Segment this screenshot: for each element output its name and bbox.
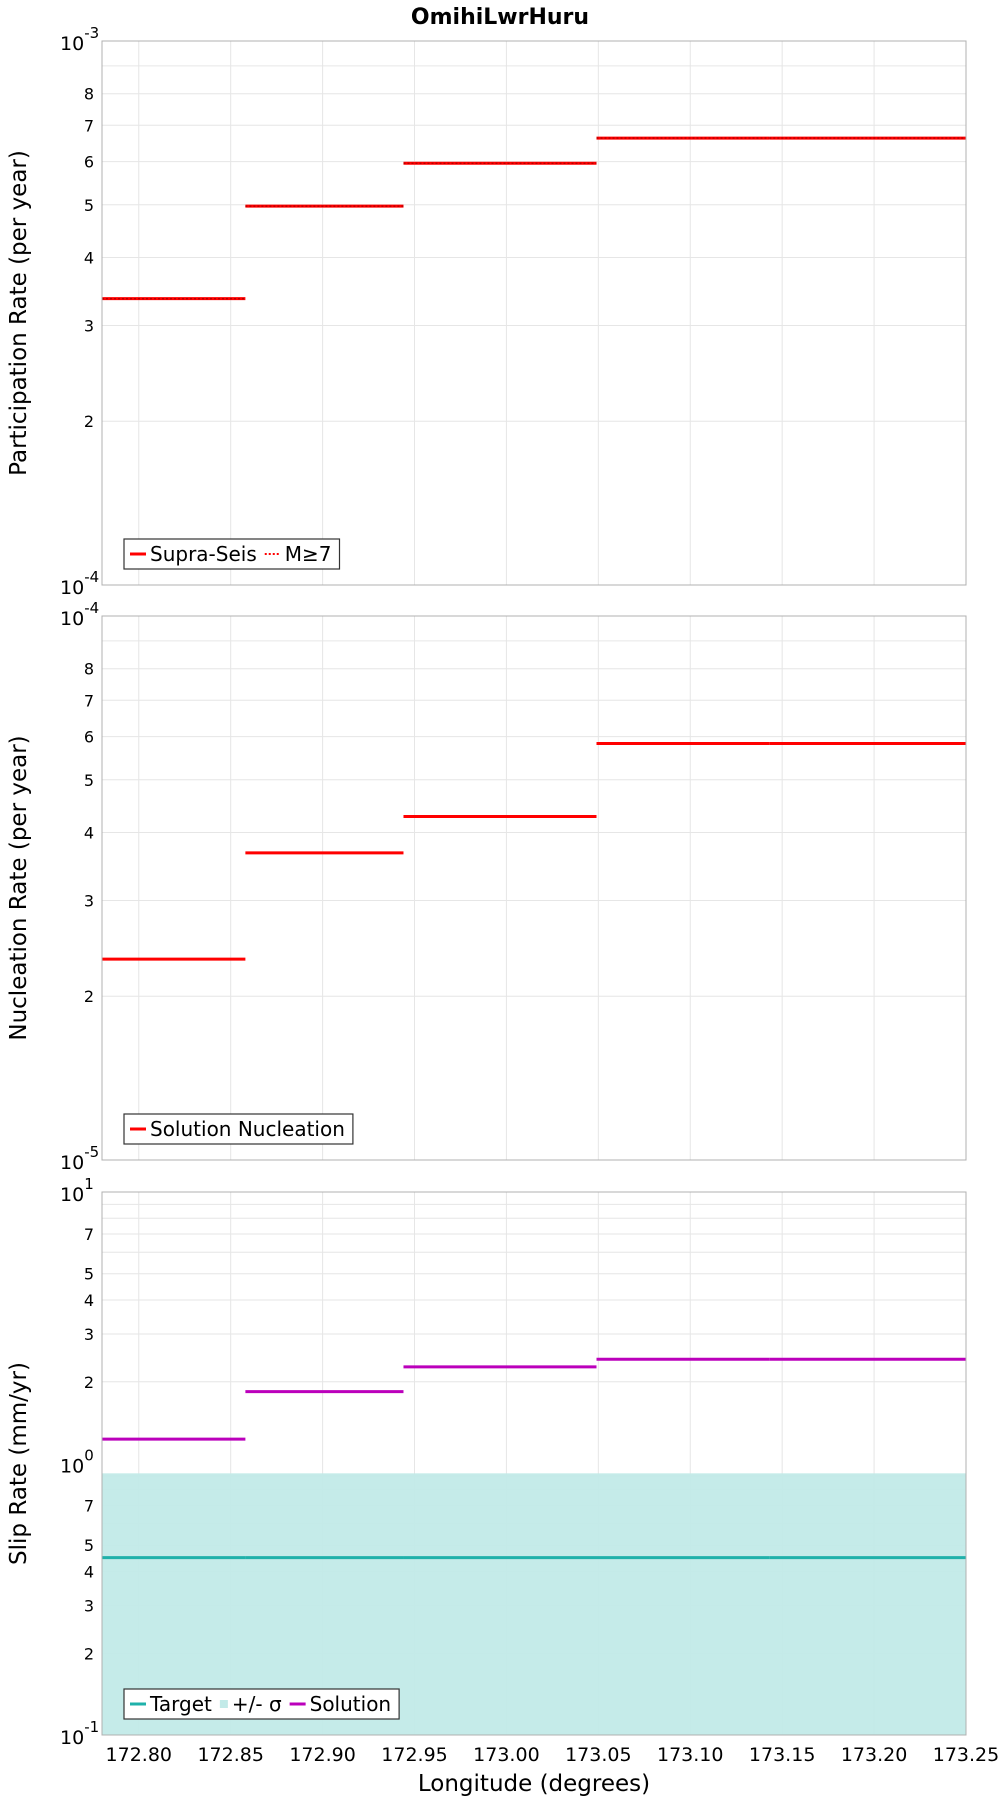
x-tick-label: 173.10 xyxy=(657,1744,723,1766)
legend-box xyxy=(123,1688,400,1720)
legend: Supra-Seis M≥7 xyxy=(123,538,341,570)
chart-panels: 2 3 4 5 6 7 8 10-4 10-3 Participation Rate (per y… xyxy=(6,24,999,1797)
y-tick-label: 4 xyxy=(84,248,94,267)
y-tick-label: 5 xyxy=(84,196,94,215)
legend: Solution Nucleation xyxy=(123,1113,354,1145)
plot-frame xyxy=(101,1191,967,1736)
y-tick-label: 5 xyxy=(84,771,94,790)
y-tick-label: 8 xyxy=(84,85,94,104)
y-tick-label: 7 xyxy=(84,116,94,135)
plot-frame xyxy=(101,615,967,1161)
y-major-tick-label: 10-3 xyxy=(60,24,99,55)
y-tick-label: 6 xyxy=(84,728,94,747)
x-tick-label: 173.25 xyxy=(933,1744,999,1766)
x-tick-label: 173.00 xyxy=(473,1744,539,1766)
y-tick-label: 3 xyxy=(84,891,94,910)
plot-frame xyxy=(101,40,967,586)
y-tick-label: 3 xyxy=(84,1325,94,1344)
y-tick-label: 5 xyxy=(84,1265,94,1284)
y-tick-label: 4 xyxy=(84,1291,94,1310)
y-major-tick-label: 10-1 xyxy=(60,1718,99,1749)
panel-2: 2 3 4 5 6 7 8 10-5 10-4 Nucleation Rate (per year… xyxy=(6,599,967,1174)
legend-swatch xyxy=(219,1700,228,1708)
legend-box xyxy=(123,538,341,570)
legend-label: +/- σ xyxy=(232,1692,282,1716)
y-tick-label: 7 xyxy=(84,1225,94,1244)
y-major-tick-label: 10-4 xyxy=(60,599,99,630)
y-tick-label: 5 xyxy=(84,1536,94,1555)
y-tick-label: 2 xyxy=(84,987,94,1006)
y-tick-label: 6 xyxy=(84,153,94,172)
y-tick-label: 2 xyxy=(84,1373,94,1392)
chart-title: OmihiLwrHuru xyxy=(411,5,589,30)
y-axis-title: Nucleation Rate (per year) xyxy=(6,735,32,1040)
x-tick-label: 172.80 xyxy=(106,1744,172,1766)
plot-area xyxy=(101,615,967,1161)
y-major-tick-label: 10-4 xyxy=(60,568,99,599)
y-tick-label: 7 xyxy=(84,691,94,710)
x-tick-label: 172.90 xyxy=(289,1744,355,1766)
y-tick-label: 2 xyxy=(84,412,94,431)
panel-1: 2 3 4 5 6 7 8 10-4 10-3 Participation Rate (per y… xyxy=(6,24,967,599)
legend-label: Supra-Seis xyxy=(150,542,257,566)
y-axis-title: Participation Rate (per year) xyxy=(6,150,32,476)
panel-3: 2 3 4 5 7 2 3 4 5 7 10-1 100 101 Slip Rate (mm/yr) Tar… xyxy=(6,1175,999,1797)
y-tick-label: 4 xyxy=(84,823,94,842)
y-tick-label: 7 xyxy=(84,1497,94,1516)
legend-label: Target xyxy=(149,1692,212,1716)
x-tick-label: 173.15 xyxy=(749,1744,815,1766)
y-major-tick-label: 10-5 xyxy=(60,1143,99,1174)
y-axis-title: Slip Rate (mm/yr) xyxy=(6,1362,32,1565)
y-tick-label: 3 xyxy=(84,1596,94,1615)
y-tick-label: 2 xyxy=(84,1644,94,1663)
x-tick-label: 172.85 xyxy=(197,1744,263,1766)
plot-area xyxy=(101,40,967,586)
x-tick-label: 173.20 xyxy=(841,1744,907,1766)
y-major-tick-label: 101 xyxy=(60,1175,94,1206)
legend: Target +/- σ Solution xyxy=(123,1688,400,1720)
x-tick-label: 173.05 xyxy=(565,1744,631,1766)
legend-box xyxy=(123,1113,354,1145)
y-tick-label: 4 xyxy=(84,1563,94,1582)
y-tick-label: 8 xyxy=(84,660,94,679)
x-axis-title: Longitude (degrees) xyxy=(418,1771,650,1797)
legend-label: Solution Nucleation xyxy=(150,1117,345,1141)
x-tick-label: 172.95 xyxy=(381,1744,447,1766)
y-major-tick-label: 100 xyxy=(60,1447,94,1478)
y-tick-label: 3 xyxy=(84,316,94,335)
legend-label: M≥7 xyxy=(285,542,332,566)
legend-label: Solution xyxy=(310,1692,391,1716)
